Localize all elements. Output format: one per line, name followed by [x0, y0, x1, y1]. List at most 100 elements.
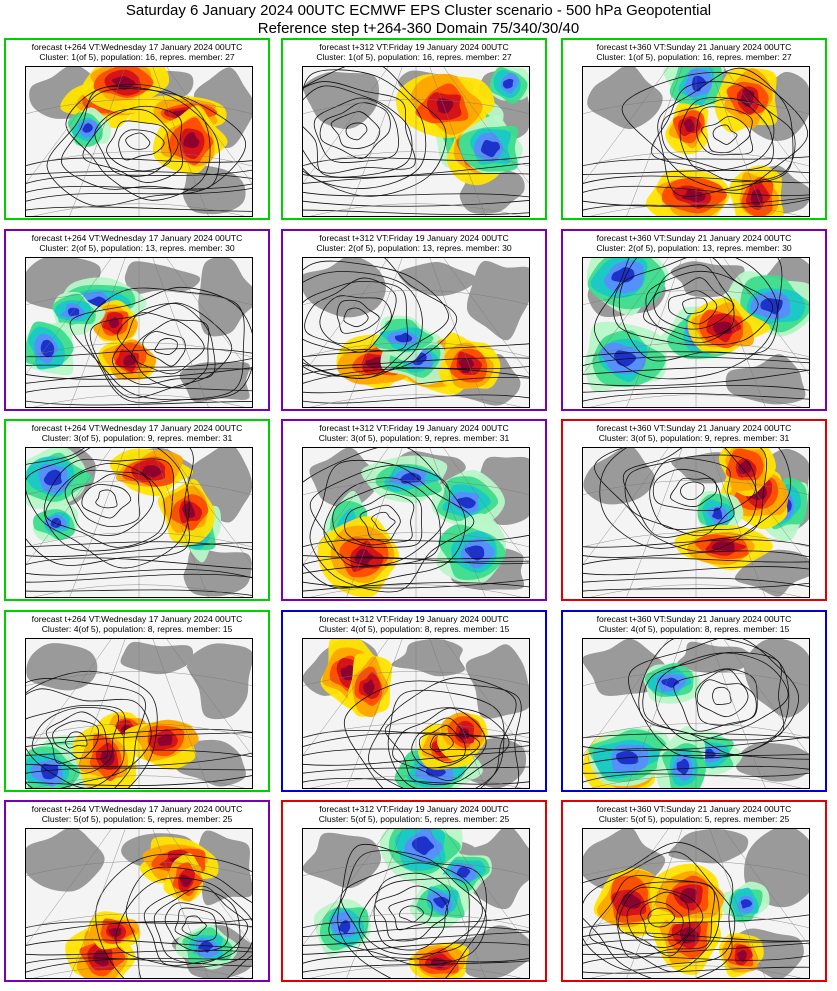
panel-title: forecast t+360 VT:Sunday 21 January 2024… [563, 423, 825, 443]
geopotential-map [25, 257, 253, 408]
map-canvas [583, 258, 809, 407]
panel-cluster-label: Cluster: 5(of 5), population: 5, repres.… [41, 814, 233, 824]
geopotential-contours [26, 670, 252, 788]
panel-forecast-label: forecast t+264 VT:Wednesday 17 January 2… [31, 423, 243, 433]
panel-title: forecast t+360 VT:Sunday 21 January 2024… [563, 233, 825, 253]
panel-cluster-label: Cluster: 3(of 5), population: 9, repres.… [41, 433, 233, 443]
geopotential-map [25, 66, 253, 217]
anomaly-shading [26, 448, 222, 563]
panel-cluster-label: Cluster: 1(of 5), population: 16, repres… [596, 52, 792, 62]
map-canvas [303, 829, 529, 978]
cluster-panel: forecast t+360 VT:Sunday 21 January 2024… [561, 419, 827, 601]
panel-title: forecast t+264 VT:Wednesday 17 January 2… [6, 233, 268, 253]
panel-title: forecast t+264 VT:Wednesday 17 January 2… [6, 614, 268, 634]
panel-forecast-label: forecast t+312 VT:Friday 19 January 2024… [319, 42, 509, 52]
panel-forecast-label: forecast t+312 VT:Friday 19 January 2024… [319, 614, 509, 624]
panel-title: forecast t+264 VT:Wednesday 17 January 2… [6, 42, 268, 62]
panel-cluster-label: Cluster: 5(of 5), population: 5, repres.… [598, 814, 790, 824]
geopotential-contours [303, 258, 529, 404]
graticule [26, 829, 252, 978]
anomaly-shading [645, 67, 784, 216]
graticule [303, 258, 529, 407]
geopotential-contours [303, 843, 529, 978]
panel-title: forecast t+360 VT:Sunday 21 January 2024… [563, 42, 825, 62]
panel-cluster-label: Cluster: 3(of 5), population: 9, repres.… [318, 433, 510, 443]
panel-title: forecast t+312 VT:Friday 19 January 2024… [283, 804, 545, 824]
panel-title: forecast t+312 VT:Friday 19 January 2024… [283, 423, 545, 443]
geopotential-contours [303, 677, 529, 788]
geopotential-contours [583, 842, 809, 978]
anomaly-shading [317, 455, 506, 597]
anomaly-shading [593, 863, 770, 978]
panel-forecast-label: forecast t+312 VT:Friday 19 January 2024… [319, 233, 509, 243]
panel-title: forecast t+264 VT:Wednesday 17 January 2… [6, 804, 268, 824]
panel-cluster-label: Cluster: 4(of 5), population: 8, repres.… [41, 624, 233, 634]
figure-subtitle: Reference step t+264-360 Domain 75/340/3… [257, 20, 580, 37]
graticule [583, 829, 809, 978]
map-canvas [583, 448, 809, 597]
graticule [303, 448, 529, 597]
geopotential-contours [583, 639, 809, 783]
graticule [583, 448, 809, 597]
geopotential-contours [583, 448, 809, 592]
geopotential-map [582, 447, 810, 598]
graticule [303, 639, 529, 788]
cluster-panel: forecast t+360 VT:Sunday 21 January 2024… [561, 610, 827, 792]
panel-forecast-label: forecast t+312 VT:Friday 19 January 2024… [319, 804, 509, 814]
panel-title: forecast t+312 VT:Friday 19 January 2024… [283, 42, 545, 62]
cluster-panel: forecast t+312 VT:Friday 19 January 2024… [281, 229, 547, 411]
geopotential-map [302, 66, 530, 217]
geopotential-map [25, 828, 253, 979]
cluster-panel: forecast t+312 VT:Friday 19 January 2024… [281, 800, 547, 982]
panel-title: forecast t+312 VT:Friday 19 January 2024… [283, 233, 545, 253]
cluster-panel: forecast t+264 VT:Wednesday 17 January 2… [4, 610, 270, 792]
panel-cluster-label: Cluster: 1(of 5), population: 16, repres… [316, 52, 512, 62]
anomaly-shading [26, 277, 157, 381]
geopotential-map [302, 447, 530, 598]
map-canvas [26, 448, 252, 597]
geopotential-map [302, 828, 530, 979]
panel-forecast-label: forecast t+360 VT:Sunday 21 January 2024… [596, 423, 792, 433]
panel-title: forecast t+360 VT:Sunday 21 January 2024… [563, 614, 825, 634]
panel-cluster-label: Cluster: 1(of 5), population: 16, repres… [39, 52, 235, 62]
cluster-panel: forecast t+360 VT:Sunday 21 January 2024… [561, 229, 827, 411]
geopotential-map [25, 638, 253, 789]
graticule [26, 67, 252, 216]
cluster-panel: forecast t+312 VT:Friday 19 January 2024… [281, 610, 547, 792]
map-canvas [26, 258, 252, 407]
map-canvas [583, 829, 809, 978]
cluster-panel: forecast t+264 VT:Wednesday 17 January 2… [4, 419, 270, 601]
panel-cluster-label: Cluster: 2(of 5), population: 13, repres… [39, 243, 235, 253]
panel-forecast-label: forecast t+264 VT:Wednesday 17 January 2… [31, 42, 243, 52]
panel-cluster-label: Cluster: 3(of 5), population: 9, repres.… [598, 433, 790, 443]
graticule [583, 67, 809, 216]
geopotential-map [25, 447, 253, 598]
cluster-grid: forecast t+264 VT:Wednesday 17 January 2… [4, 38, 833, 988]
panel-forecast-label: forecast t+360 VT:Sunday 21 January 2024… [596, 233, 792, 243]
panel-title: forecast t+312 VT:Friday 19 January 2024… [283, 614, 545, 634]
map-canvas [303, 67, 529, 216]
figure-title: Saturday 6 January 2024 00UTC ECMWF EPS … [125, 2, 712, 19]
panel-cluster-label: Cluster: 2(of 5), population: 13, repres… [596, 243, 792, 253]
map-canvas [303, 448, 529, 597]
panel-title: forecast t+360 VT:Sunday 21 January 2024… [563, 804, 825, 824]
graticule [583, 639, 809, 788]
graticule [583, 258, 809, 407]
geopotential-map [582, 828, 810, 979]
cluster-panel: forecast t+264 VT:Wednesday 17 January 2… [4, 800, 270, 982]
geopotential-map [302, 638, 530, 789]
geopotential-contours [583, 67, 809, 211]
anomaly-shading [26, 711, 199, 788]
cluster-panel: forecast t+264 VT:Wednesday 17 January 2… [4, 38, 270, 220]
panel-cluster-label: Cluster: 4(of 5), population: 8, repres.… [318, 624, 510, 634]
panel-forecast-label: forecast t+264 VT:Wednesday 17 January 2… [31, 804, 243, 814]
panel-forecast-label: forecast t+264 VT:Wednesday 17 January 2… [31, 233, 243, 243]
panel-cluster-label: Cluster: 5(of 5), population: 5, repres.… [318, 814, 510, 824]
geopotential-map [302, 257, 530, 408]
graticule [303, 67, 529, 216]
geopotential-map [582, 257, 810, 408]
map-canvas [303, 258, 529, 407]
anomaly-shading [674, 448, 809, 571]
map-canvas [26, 67, 252, 216]
panel-forecast-label: forecast t+264 VT:Wednesday 17 January 2… [31, 614, 243, 624]
